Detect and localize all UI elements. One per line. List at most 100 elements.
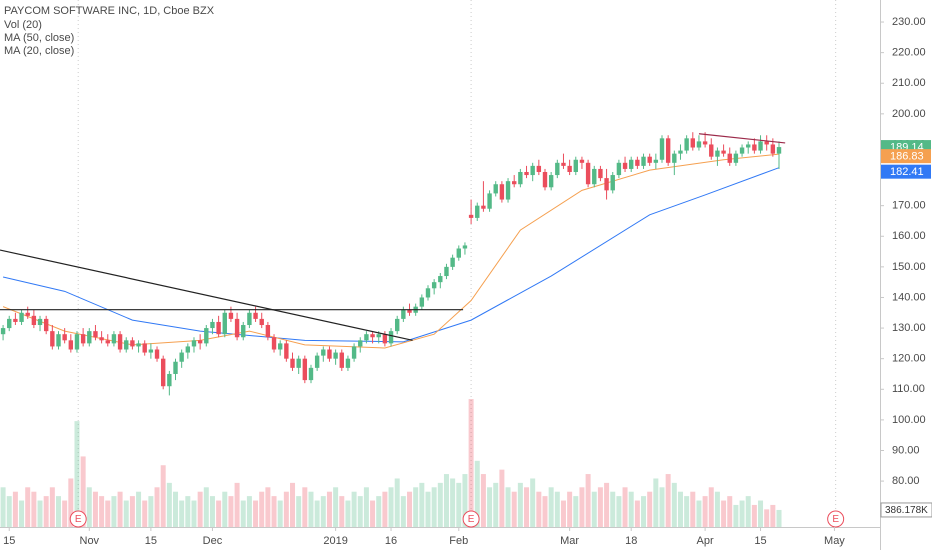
volume-bar xyxy=(357,496,363,527)
candle-body xyxy=(37,318,43,326)
volume-bar xyxy=(43,496,49,527)
candle-body xyxy=(87,331,92,344)
volume-badge-label: 386.178K xyxy=(885,505,928,516)
candle-body xyxy=(388,331,394,344)
volume-bar xyxy=(677,491,683,527)
volume-bar xyxy=(641,496,647,527)
candle-body xyxy=(216,321,221,335)
volume-bar xyxy=(92,491,98,527)
candle-body xyxy=(142,343,147,353)
volume-bar xyxy=(290,482,296,527)
candle-body xyxy=(56,334,61,347)
candle-body xyxy=(518,171,523,185)
x-tick-label: Apr xyxy=(697,535,714,547)
candle-body xyxy=(228,312,234,319)
candle-body xyxy=(327,349,332,359)
candle-body xyxy=(124,340,129,350)
candle-body xyxy=(364,334,369,341)
volume-bar xyxy=(751,504,757,527)
candle-body xyxy=(351,346,357,359)
x-tick-label: 2019 xyxy=(323,535,347,547)
volume-bar xyxy=(450,478,456,527)
candle-body xyxy=(358,340,363,347)
candle-body xyxy=(696,141,702,148)
volume-bar xyxy=(721,500,727,527)
volume-bar xyxy=(560,500,566,527)
volume-bar xyxy=(579,487,585,527)
volume-bar xyxy=(320,496,326,527)
volume-bar xyxy=(696,500,702,527)
candle-body xyxy=(764,141,769,145)
volume-bar xyxy=(733,504,739,527)
candle-body xyxy=(173,361,178,374)
volume-bar xyxy=(597,487,603,527)
volume-bar xyxy=(142,500,148,527)
candle-body xyxy=(62,334,67,341)
indicator-label: MA (50, close) xyxy=(4,32,74,44)
volume-bar xyxy=(351,491,357,527)
candle-body xyxy=(610,175,615,191)
candle-body xyxy=(74,334,80,350)
volume-bar xyxy=(203,487,209,527)
candle-body xyxy=(407,309,412,313)
candle-body xyxy=(555,162,560,176)
y-tick-label: 100.00 xyxy=(892,414,926,426)
volume-bar xyxy=(209,496,215,527)
candle-body xyxy=(345,358,351,368)
volume-bar xyxy=(129,496,135,527)
volume-bar xyxy=(671,482,677,527)
volume-bar xyxy=(277,500,283,527)
earnings-marker xyxy=(462,510,480,528)
candle-body xyxy=(68,340,74,350)
volume-bar xyxy=(265,487,271,527)
candle-body xyxy=(80,334,86,344)
volume-bar xyxy=(487,487,493,527)
candle-body xyxy=(284,343,289,359)
candle-body xyxy=(690,138,695,148)
candle-body xyxy=(93,331,98,338)
volume-bar xyxy=(222,491,228,527)
candle-body xyxy=(13,318,18,322)
candle-body xyxy=(117,334,123,350)
y-tick-label: 150.00 xyxy=(892,261,926,273)
volume-bar xyxy=(616,496,622,527)
candle-body xyxy=(185,346,191,353)
volume-bar xyxy=(480,474,486,527)
candle-body xyxy=(308,367,314,381)
candle-body xyxy=(105,340,110,344)
candle-body xyxy=(419,297,425,307)
volume-bar xyxy=(326,491,332,527)
candle-body xyxy=(475,205,480,218)
volume-bar xyxy=(536,491,542,527)
volume-bar xyxy=(12,491,18,527)
x-tick-label: May xyxy=(824,535,845,547)
candle-body xyxy=(210,321,215,329)
candle-body xyxy=(401,309,406,319)
volume-bar xyxy=(271,496,277,527)
y-tick-label: 160.00 xyxy=(892,230,926,242)
y-tick-label: 230.00 xyxy=(892,16,926,28)
volume-bar xyxy=(6,496,12,527)
volume-bar xyxy=(154,487,160,527)
candle-body xyxy=(7,318,12,329)
candle-body xyxy=(31,315,37,326)
candle-body xyxy=(542,171,548,188)
candle-body xyxy=(376,334,381,338)
volume-bar xyxy=(407,491,413,527)
x-tick-label: Dec xyxy=(203,535,223,547)
volume-bar xyxy=(296,496,302,527)
volume-bar xyxy=(339,496,345,527)
volume-bar xyxy=(314,500,320,527)
candle-body xyxy=(259,318,264,326)
candle-body xyxy=(302,358,308,381)
volume-bar xyxy=(86,487,92,527)
candle-body xyxy=(456,248,461,258)
candle-body xyxy=(579,159,585,163)
volume-bar xyxy=(419,482,425,527)
earnings-label: E xyxy=(468,514,475,525)
volume-bar xyxy=(468,399,474,527)
volume-bar xyxy=(56,496,62,527)
volume-bar xyxy=(554,491,560,527)
volume-bar xyxy=(136,491,142,527)
volume-bar xyxy=(499,469,505,527)
